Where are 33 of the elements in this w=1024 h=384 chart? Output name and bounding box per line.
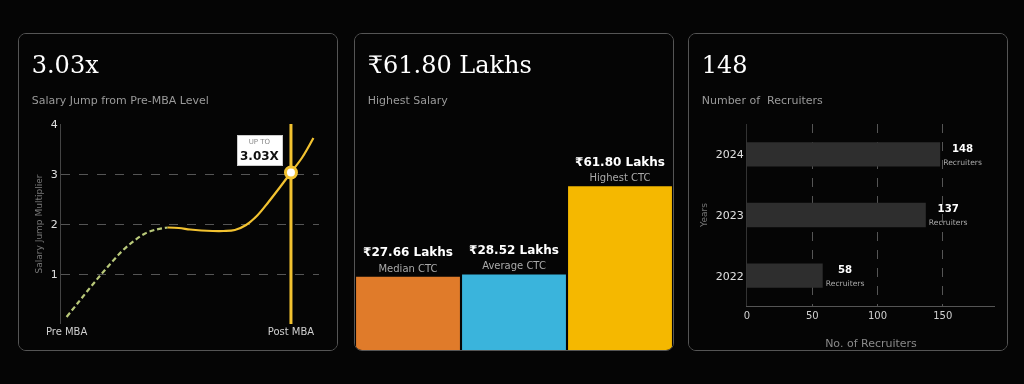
y-axis-title: Years: [699, 202, 710, 228]
x-tick-label: Pre MBA: [45, 326, 88, 337]
x-tick-label: 0: [743, 310, 751, 321]
line-series: [166, 136, 315, 233]
data-label: ₹27.66 Lakhs: [363, 245, 453, 260]
y-axis-title: Salary Jump Multiplier: [34, 174, 45, 274]
chart-subtitle: Number of Recruiters: [701, 94, 824, 108]
x-axis-title: No. of Recruiters: [825, 337, 918, 350]
data-label: 137 Recruiters: [928, 203, 968, 228]
y-tick-label: 3: [50, 167, 58, 181]
chart-title: ₹61.80 Lakhs: [367, 50, 532, 79]
category-label: Average CTC: [482, 260, 546, 272]
data-label: ₹28.52 Lakhs: [469, 242, 559, 257]
category-label: Highest CTC: [589, 172, 651, 184]
y-tick-label: 2022: [715, 269, 744, 283]
y-tick-label: 2: [50, 217, 58, 231]
x-tick-label: 150: [933, 310, 953, 321]
category-label: Median CTC: [378, 262, 438, 274]
data-label: ₹61.80 Lakhs: [575, 154, 665, 169]
chart-title: 3.03x: [31, 50, 100, 79]
line-series: [65, 226, 169, 319]
y-tick-label: 1: [50, 267, 58, 281]
x-tick-label: 50: [805, 310, 819, 321]
x-tick-label: 100: [867, 310, 888, 321]
chart-title: 148: [701, 50, 748, 79]
y-tick-label: 2024: [715, 148, 744, 162]
y-tick-label: 2023: [715, 208, 744, 222]
chart-subtitle: Highest Salary: [367, 94, 449, 108]
data-label: 58 Recruiters: [825, 263, 865, 289]
x-tick-label: Post MBA: [267, 326, 315, 337]
chart-subtitle: Salary Jump from Pre-MBA Level: [31, 94, 209, 108]
data-label: 148 Recruiters: [943, 142, 982, 167]
y-tick-label: 4: [50, 117, 58, 131]
